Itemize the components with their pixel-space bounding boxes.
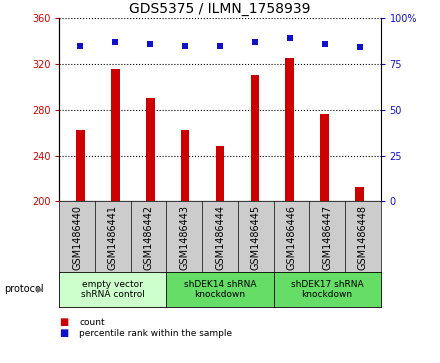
Text: GSM1486443: GSM1486443 <box>180 205 189 270</box>
Text: empty vector
shRNA control: empty vector shRNA control <box>81 280 145 299</box>
Bar <box>76 130 85 201</box>
Point <box>182 43 189 49</box>
Text: GSM1486448: GSM1486448 <box>358 205 368 270</box>
Text: protocol: protocol <box>4 285 44 294</box>
Text: ■: ■ <box>59 317 69 327</box>
Point <box>77 43 84 49</box>
Text: percentile rank within the sample: percentile rank within the sample <box>79 329 232 338</box>
Title: GDS5375 / ILMN_1758939: GDS5375 / ILMN_1758939 <box>129 2 311 16</box>
Text: GSM1486447: GSM1486447 <box>322 205 332 270</box>
Point <box>112 39 119 45</box>
Text: count: count <box>79 318 105 327</box>
Point <box>286 36 293 41</box>
Point <box>321 41 328 47</box>
Bar <box>111 69 120 201</box>
Text: GSM1486440: GSM1486440 <box>72 205 82 270</box>
Text: GSM1486442: GSM1486442 <box>143 205 154 270</box>
Point <box>147 41 154 47</box>
Bar <box>181 130 190 201</box>
Text: ■: ■ <box>59 328 69 338</box>
Text: GSM1486441: GSM1486441 <box>108 205 118 270</box>
Text: GSM1486445: GSM1486445 <box>251 205 260 270</box>
Bar <box>286 58 294 201</box>
Text: shDEK14 shRNA
knockdown: shDEK14 shRNA knockdown <box>184 280 256 299</box>
Text: GSM1486444: GSM1486444 <box>215 205 225 270</box>
Text: GSM1486446: GSM1486446 <box>286 205 297 270</box>
Point <box>251 39 258 45</box>
Point <box>216 43 224 49</box>
Text: shDEK17 shRNA
knockdown: shDEK17 shRNA knockdown <box>291 280 363 299</box>
Bar <box>216 146 224 201</box>
Bar <box>320 114 329 201</box>
Point <box>356 45 363 50</box>
Bar <box>250 76 259 201</box>
Bar <box>146 98 154 201</box>
Text: ▶: ▶ <box>37 285 44 294</box>
Bar <box>355 187 364 201</box>
